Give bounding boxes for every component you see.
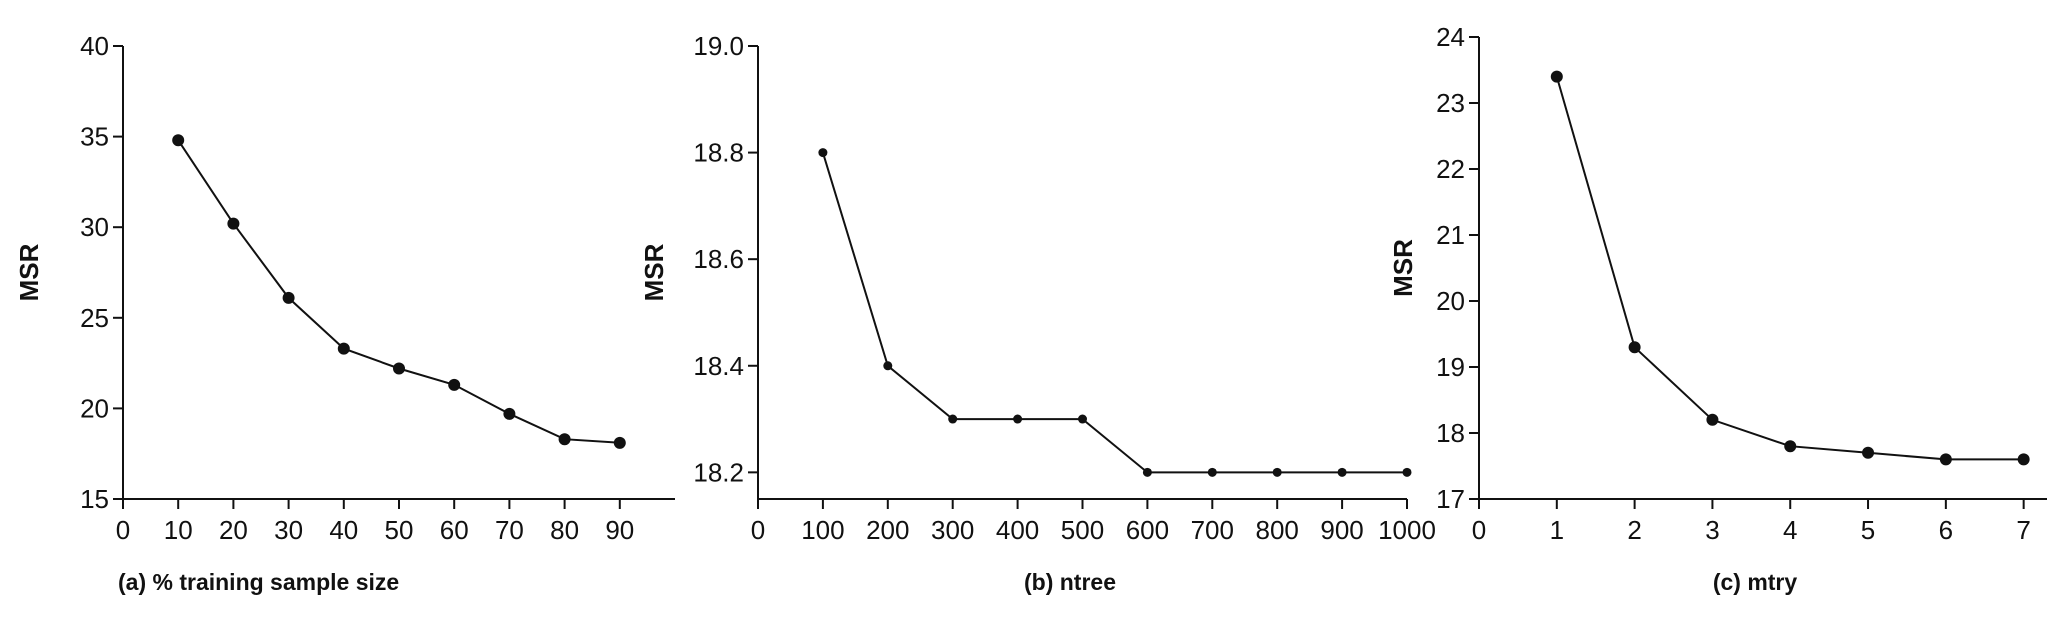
x-tick-label: 1 (1550, 515, 1564, 545)
x-tick-label: 300 (931, 515, 974, 545)
y-tick-label: 20 (1436, 286, 1465, 316)
data-point (1142, 467, 1152, 477)
x-axis-title: (c) mtry (1713, 569, 1798, 595)
y-tick-label: 15 (80, 484, 109, 514)
x-tick-label: 50 (385, 515, 414, 545)
data-point (448, 378, 461, 391)
x-tick-label: 100 (801, 515, 844, 545)
series-line (1555, 76, 2024, 461)
x-tick-label: 600 (1126, 515, 1169, 545)
data-point (1207, 467, 1217, 477)
data-point (883, 361, 893, 371)
x-tick-label: 60 (440, 515, 469, 545)
chart-a-training-sample-size: 15 20 25 30 35 40 0 10 20 30 40 50 60 70 80 90 MSR (a) % … (14, 31, 675, 595)
y-tick-label: 18.4 (693, 351, 744, 381)
y-tick-label: 23 (1436, 88, 1465, 118)
data-point (1706, 413, 1719, 426)
y-tick-label: 18.6 (693, 244, 744, 274)
y-tick-label: 35 (80, 122, 109, 152)
y-axis-title: MSR (14, 243, 44, 301)
data-point (558, 433, 571, 446)
data-point (818, 148, 828, 158)
y-axis-title: MSR (639, 243, 669, 301)
series-line (177, 139, 620, 444)
data-point (337, 342, 350, 355)
x-tick-label: 400 (996, 515, 1039, 545)
x-tick-label: 0 (116, 515, 130, 545)
x-tick-label: 800 (1256, 515, 1299, 545)
x-tick-label: 6 (1939, 515, 1953, 545)
x-tick-label: 70 (495, 515, 524, 545)
x-tick-label: 40 (329, 515, 358, 545)
x-tick-label: 90 (605, 515, 634, 545)
x-axis-title: (b) ntree (1024, 569, 1116, 595)
y-tick-label: 18 (1436, 418, 1465, 448)
x-tick-label: 5 (1861, 515, 1875, 545)
x-tick-label: 2 (1627, 515, 1641, 545)
y-tick-label: 30 (80, 212, 109, 242)
data-point (1628, 341, 1641, 354)
x-tick-label: 500 (1061, 515, 1104, 545)
data-point (1939, 453, 1952, 466)
y-tick-label: 22 (1436, 154, 1465, 184)
x-tick-label: 200 (866, 515, 909, 545)
x-tick-label: 80 (550, 515, 579, 545)
x-tick-label: 1000 (1378, 515, 1436, 545)
data-point (2017, 453, 2030, 466)
data-point (1862, 446, 1875, 459)
data-point (613, 436, 626, 449)
data-point (1013, 414, 1023, 424)
y-tick-label: 24 (1436, 22, 1465, 52)
y-tick-label: 21 (1436, 220, 1465, 250)
x-tick-label: 700 (1191, 515, 1234, 545)
data-point (1078, 414, 1087, 424)
data-point (948, 414, 958, 424)
data-point (503, 407, 516, 420)
data-point (172, 134, 185, 147)
data-point (1402, 467, 1412, 477)
data-point (1337, 467, 1347, 477)
x-tick-label: 10 (164, 515, 193, 545)
data-point (1272, 467, 1282, 477)
x-tick-label: 30 (274, 515, 303, 545)
data-point (227, 217, 240, 230)
y-tick-label: 19 (1436, 352, 1465, 382)
y-tick-label: 17 (1436, 484, 1465, 514)
y-tick-label: 20 (80, 393, 109, 423)
y-tick-label: 19.0 (693, 31, 744, 61)
x-tick-label: 900 (1320, 515, 1363, 545)
x-tick-label: 20 (219, 515, 248, 545)
x-tick-label: 3 (1705, 515, 1719, 545)
y-tick-label: 25 (80, 303, 109, 333)
data-point (1550, 70, 1563, 83)
data-point (282, 291, 295, 304)
x-tick-label: 0 (751, 515, 765, 545)
series-line (821, 152, 1407, 474)
data-point (1784, 440, 1797, 453)
y-axis-title: MSR (1388, 239, 1418, 297)
y-tick-label: 18.8 (693, 138, 744, 168)
x-axis-title: (a) % training sample size (118, 569, 399, 595)
data-point (393, 362, 405, 375)
y-tick-label: 18.2 (693, 457, 744, 487)
x-tick-label: 7 (2016, 515, 2030, 545)
x-tick-label: 0 (1472, 515, 1486, 545)
chart-b-ntree: 18.2 18.4 18.6 18.8 19.0 0 100 200 300 400 500 600 7… (639, 31, 1436, 595)
x-tick-label: 4 (1783, 515, 1797, 545)
y-tick-label: 40 (80, 31, 109, 61)
